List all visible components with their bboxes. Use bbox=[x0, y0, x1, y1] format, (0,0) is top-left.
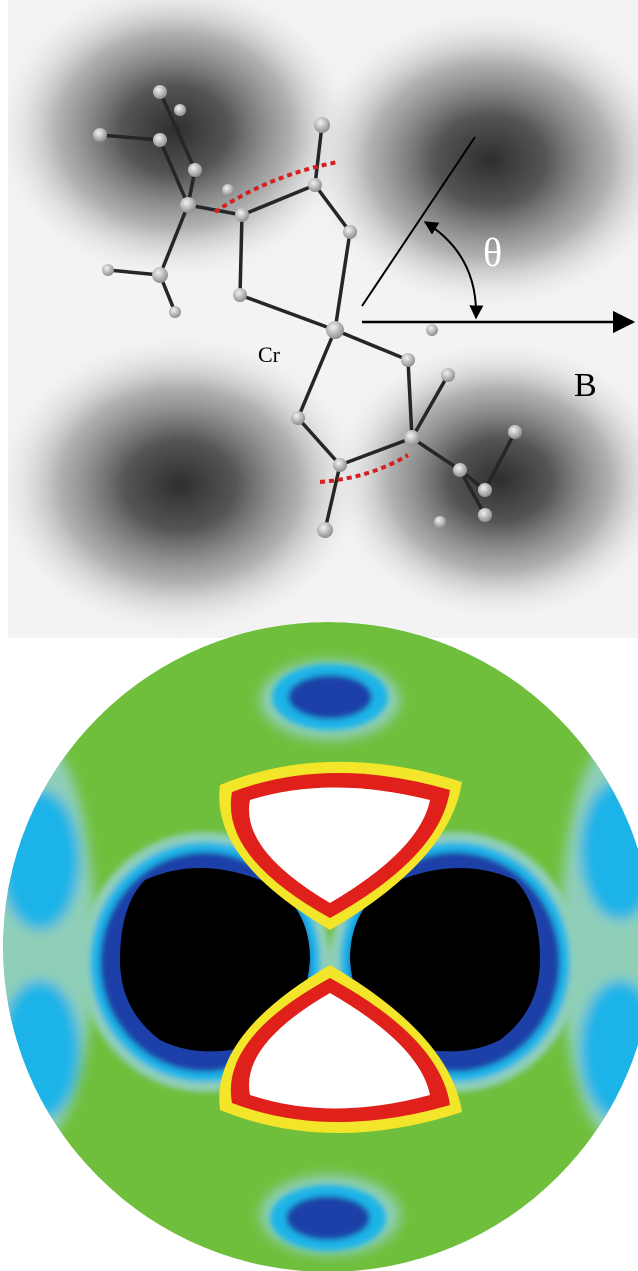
angle-arc bbox=[423, 221, 484, 320]
angular-map-panel bbox=[3, 622, 638, 1271]
red-dashed-arc-lower bbox=[319, 453, 410, 484]
black-lobe-right bbox=[350, 867, 540, 1052]
shadow-lobe-lower-left bbox=[8, 335, 365, 635]
molecule-panel: θ B Cr bbox=[8, 0, 638, 638]
shadow-lobe-upper-right bbox=[305, 10, 638, 310]
field-annotation: θ B Cr bbox=[258, 136, 636, 404]
black-lobe-left bbox=[120, 867, 310, 1052]
red-dashed-arc-upper bbox=[213, 160, 339, 214]
molecule-atoms bbox=[93, 85, 522, 538]
angle-label: θ bbox=[483, 230, 502, 275]
shadow-lobe-lower-right bbox=[330, 340, 638, 620]
highlighted-bonds bbox=[213, 160, 410, 484]
metal-atom-label: Cr bbox=[258, 342, 281, 367]
field-label: B bbox=[574, 367, 597, 404]
axis-line bbox=[361, 136, 476, 307]
